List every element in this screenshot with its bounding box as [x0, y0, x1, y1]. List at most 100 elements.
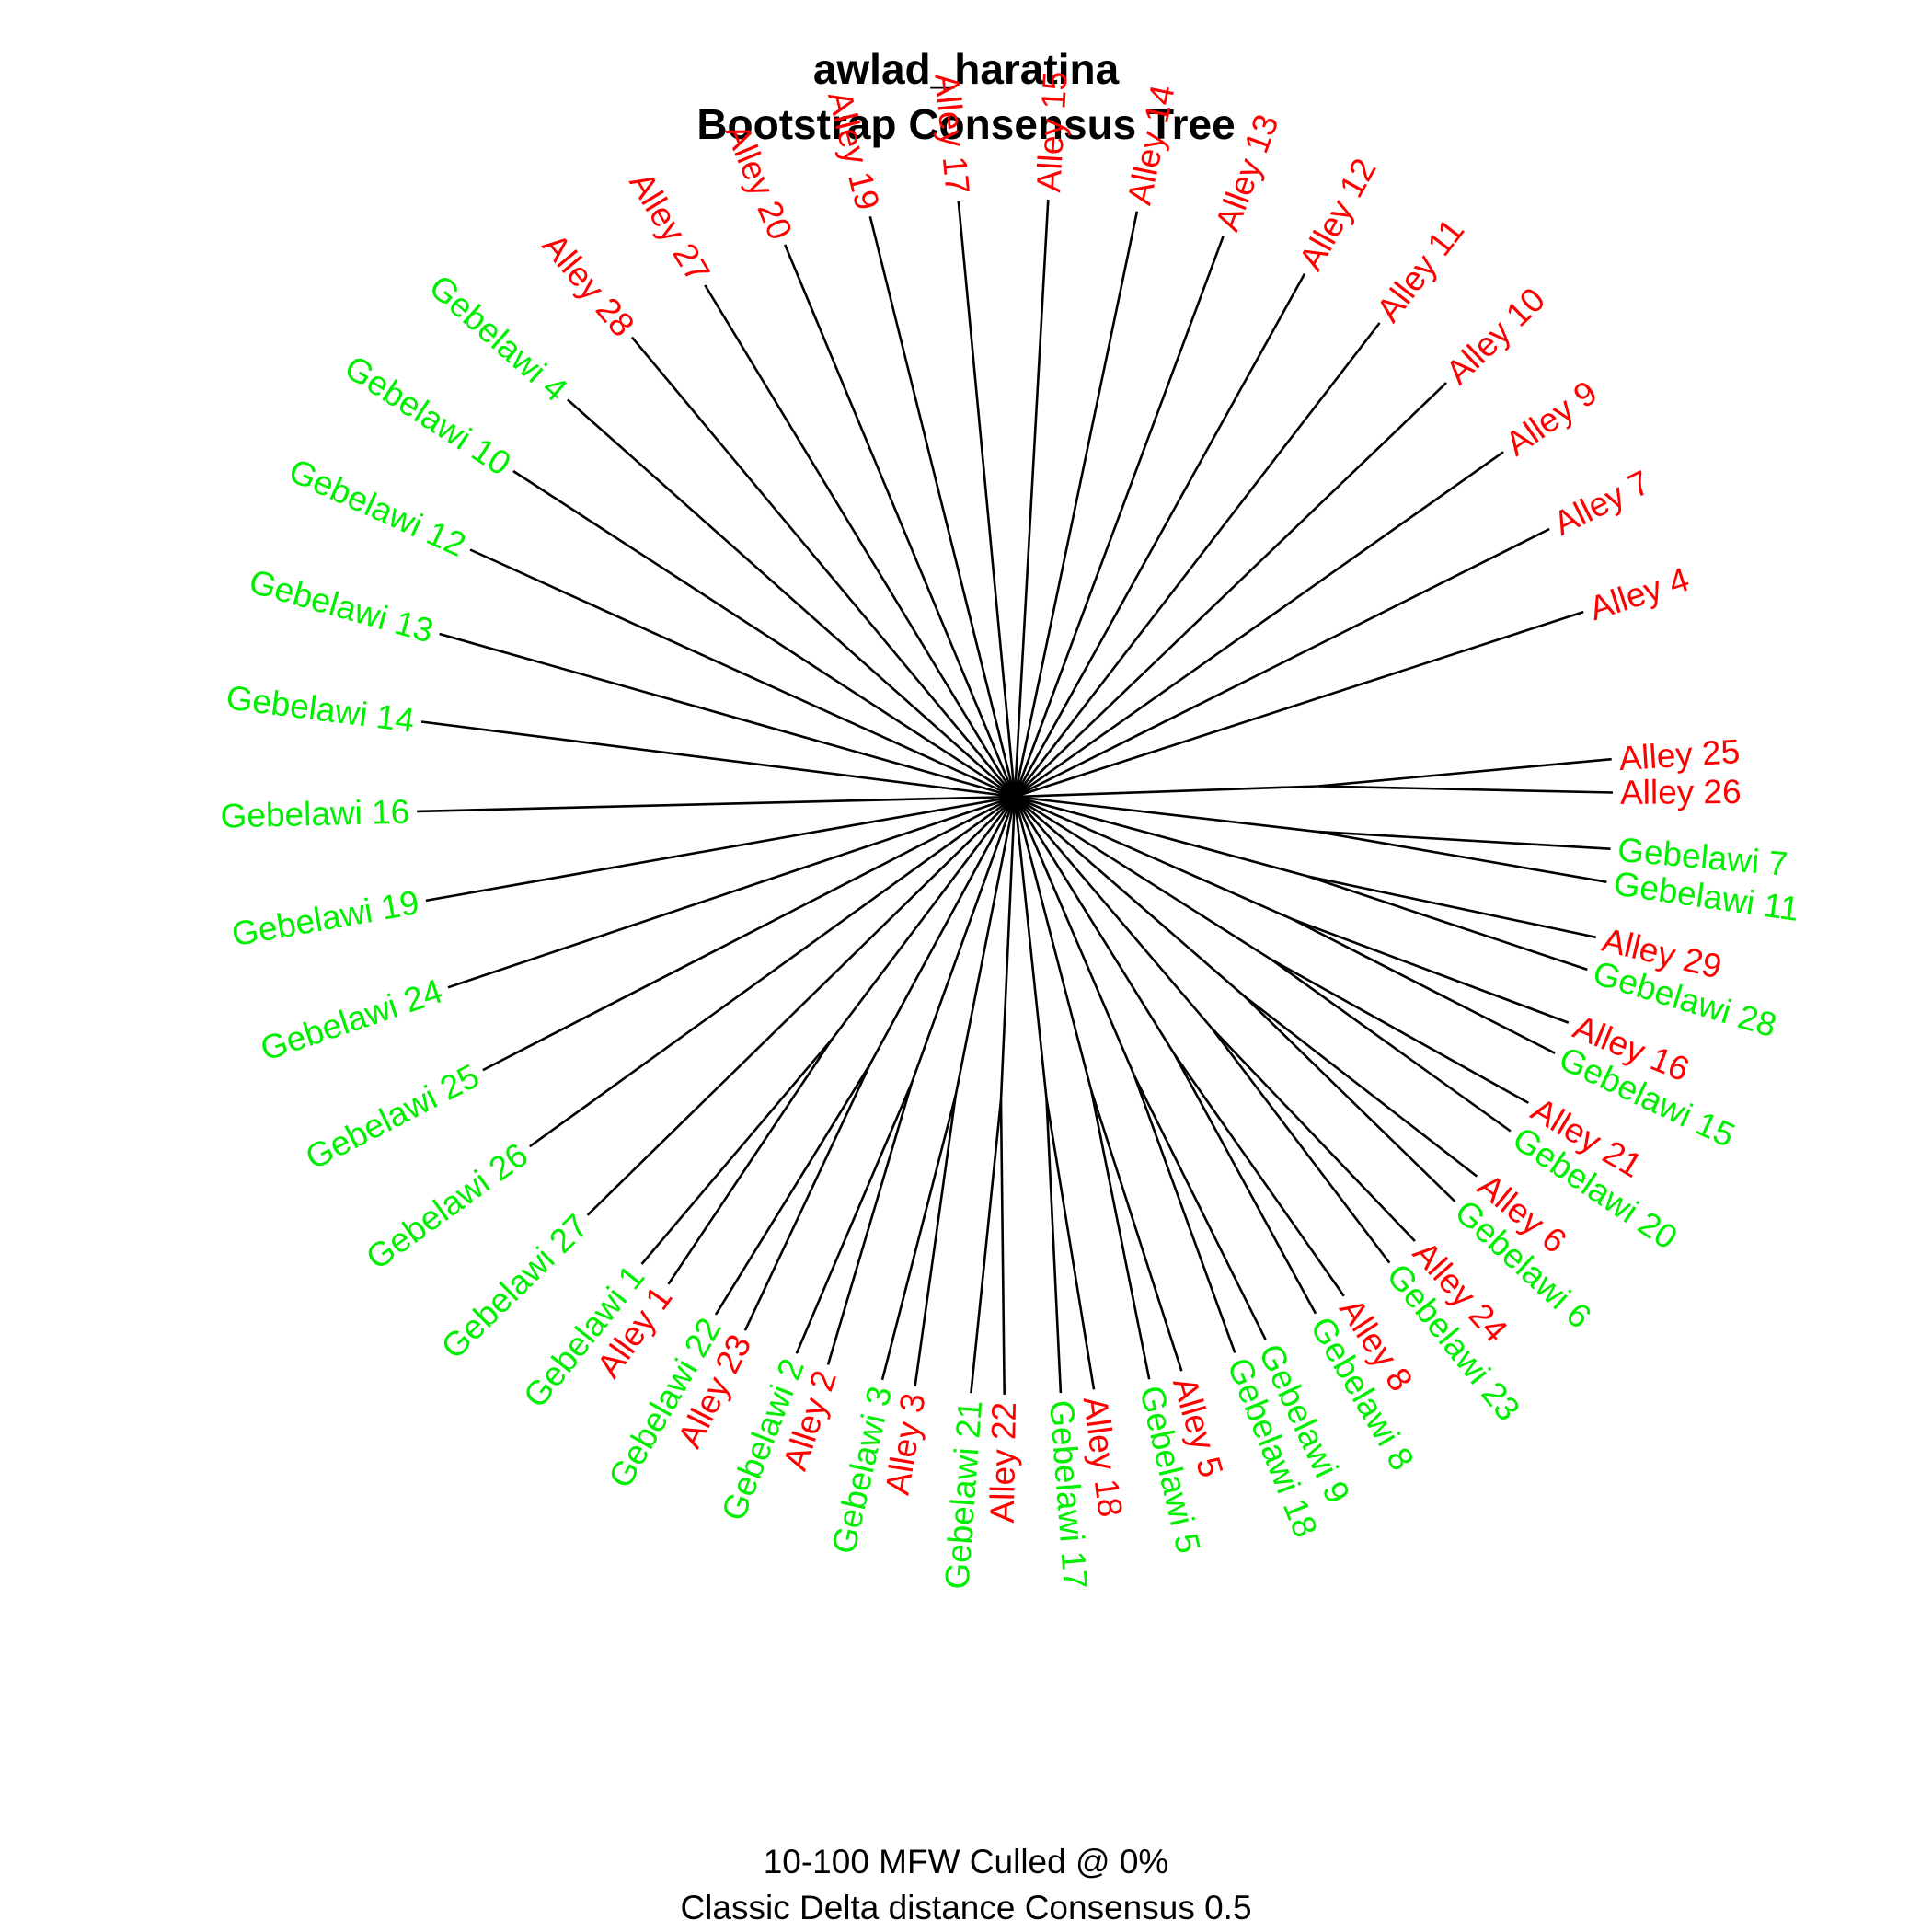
- tip-label-alley-17: Alley 17: [927, 72, 976, 196]
- branch-alley-24: [1210, 1027, 1416, 1242]
- branch-alley-22: [999, 1099, 1006, 1395]
- branch-alley-3: [914, 1094, 958, 1387]
- branch-gebelawi-13: [439, 632, 1016, 799]
- tip-label-alley-25: Alley 25: [1617, 732, 1741, 777]
- branch-alley-6: [1243, 995, 1478, 1178]
- tip-label-gebelawi-4: Gebelawi 4: [422, 268, 575, 409]
- internal-branch-12: [954, 796, 1017, 1095]
- branch-gebelawi-15: [1292, 918, 1556, 1054]
- internal-branch-2: [1014, 795, 1308, 878]
- title-line-2: Bootstrap Consensus Tree: [696, 100, 1236, 148]
- branch-alley-29: [1307, 875, 1597, 939]
- tip-label-alley-4: Alley 4: [1584, 560, 1693, 627]
- tip-label-gebelawi-12: Gebelawi 12: [283, 452, 471, 564]
- branch-alley-28: [630, 336, 1016, 798]
- branch-gebelawi-25: [482, 795, 1016, 1072]
- branch-gebelawi-10: [512, 469, 1016, 799]
- internal-branch-9: [1013, 796, 1093, 1091]
- branch-alley-23: [743, 1063, 872, 1331]
- branch-gebelawi-17: [1045, 1098, 1063, 1394]
- tip-label-alley-20: Alley 20: [719, 119, 799, 245]
- branch-alley-27: [704, 284, 1017, 798]
- tip-label-alley-14: Alley 14: [1121, 82, 1182, 208]
- branch-gebelawi-12: [469, 548, 1016, 799]
- branch-alley-12: [1013, 272, 1306, 798]
- branch-gebelawi-14: [420, 720, 1016, 799]
- tip-label-alley-26: Alley 26: [1620, 773, 1742, 811]
- internal-branch-3: [1014, 795, 1294, 921]
- internal-branch-11: [999, 796, 1017, 1100]
- tip-label-alley-22: Alley 22: [983, 1402, 1023, 1524]
- branch-gebelawi-9: [1133, 1075, 1267, 1340]
- branch-gebelawi-24: [447, 795, 1016, 989]
- tip-label-alley-15: Alley 15: [1029, 70, 1074, 193]
- branch-alley-16: [1292, 917, 1570, 1024]
- branch-gebelawi-21: [970, 1099, 1003, 1394]
- internal-branch-7: [1013, 796, 1177, 1056]
- branch-gebelawi-18: [1133, 1075, 1236, 1353]
- branch-alley-9: [1014, 451, 1504, 799]
- branch-alley-17: [957, 201, 1017, 798]
- branch-gebelawi-20: [1270, 958, 1512, 1133]
- branch-alley-11: [1013, 322, 1381, 798]
- branch-gebelawi-2: [795, 1081, 914, 1354]
- tip-label-gebelawi-26: Gebelawi 26: [359, 1135, 535, 1277]
- branch-gebelawi-23: [1210, 1027, 1391, 1264]
- tip-label-gebelawi-21: Gebelawi 21: [937, 1399, 989, 1591]
- tip-label-alley-28: Alley 28: [535, 226, 642, 343]
- branch-alley-5: [1089, 1089, 1183, 1372]
- internal-branch-4: [1014, 795, 1272, 960]
- tip-label-gebelawi-10: Gebelawi 10: [339, 348, 518, 482]
- branch-alley-1: [667, 1038, 834, 1285]
- footer-line-1: 10-100 MFW Culled @ 0%: [763, 1843, 1169, 1880]
- tip-label-alley-27: Alley 27: [622, 166, 717, 289]
- tip-label-alley-10: Alley 10: [1439, 281, 1552, 392]
- branch-alley-14: [1013, 211, 1139, 798]
- tip-label-alley-11: Alley 11: [1369, 212, 1471, 328]
- tip-label-gebelawi-16: Gebelawi 16: [220, 793, 410, 835]
- title-line-1: awlad_haratina: [812, 45, 1120, 93]
- branch-alley-4: [1014, 610, 1584, 799]
- internal-branch-6: [1014, 796, 1213, 1029]
- branch-alley-20: [783, 244, 1017, 798]
- internal-branch-8: [1013, 796, 1136, 1076]
- branch-alley-15: [1013, 199, 1050, 798]
- branch-gebelawi-26: [529, 795, 1016, 1148]
- branch-gebelawi-16: [417, 795, 1016, 813]
- internal-branch-14: [868, 796, 1017, 1064]
- branch-gebelawi-28: [1307, 875, 1588, 972]
- tip-label-alley-13: Alley 13: [1208, 109, 1285, 236]
- tip-label-alley-7: Alley 7: [1547, 463, 1656, 542]
- internal-branch-0: [1014, 785, 1318, 799]
- branch-gebelawi-7: [1316, 830, 1611, 850]
- internal-branch-15: [831, 796, 1017, 1041]
- branch-alley-8: [1173, 1053, 1345, 1297]
- branch-alley-13: [1013, 236, 1225, 798]
- branch-alley-21: [1270, 958, 1529, 1104]
- tip-label-alley-12: Alley 12: [1292, 152, 1384, 276]
- branch-gebelawi-1: [640, 1038, 834, 1265]
- footer-line-2: Classic Delta distance Consensus 0.5: [680, 1889, 1252, 1926]
- internal-branch-5: [1014, 796, 1245, 997]
- branch-gebelawi-22: [714, 1063, 872, 1316]
- branch-gebelawi-27: [586, 796, 1016, 1216]
- tip-label-alley-19: Alley 19: [821, 87, 887, 214]
- branch-gebelawi-3: [880, 1094, 958, 1381]
- branch-gebelawi-5: [1089, 1090, 1151, 1380]
- branch-gebelawi-6: [1243, 995, 1456, 1202]
- internal-branch-1: [1014, 795, 1317, 834]
- branch-alley-26: [1317, 785, 1614, 794]
- tip-label-alley-9: Alley 9: [1499, 374, 1604, 464]
- branch-gebelawi-11: [1316, 830, 1607, 883]
- branch-gebelawi-4: [567, 398, 1016, 798]
- internal-branch-10: [1013, 796, 1048, 1099]
- branch-alley-19: [868, 215, 1017, 798]
- tip-label-gebelawi-19: Gebelawi 19: [229, 883, 422, 953]
- tip-label-gebelawi-13: Gebelawi 13: [245, 562, 437, 650]
- tip-label-gebelawi-25: Gebelawi 25: [299, 1057, 485, 1177]
- branch-alley-2: [826, 1082, 914, 1365]
- internal-branch-13: [910, 796, 1017, 1083]
- branch-alley-7: [1014, 527, 1550, 799]
- branch-alley-10: [1014, 382, 1447, 798]
